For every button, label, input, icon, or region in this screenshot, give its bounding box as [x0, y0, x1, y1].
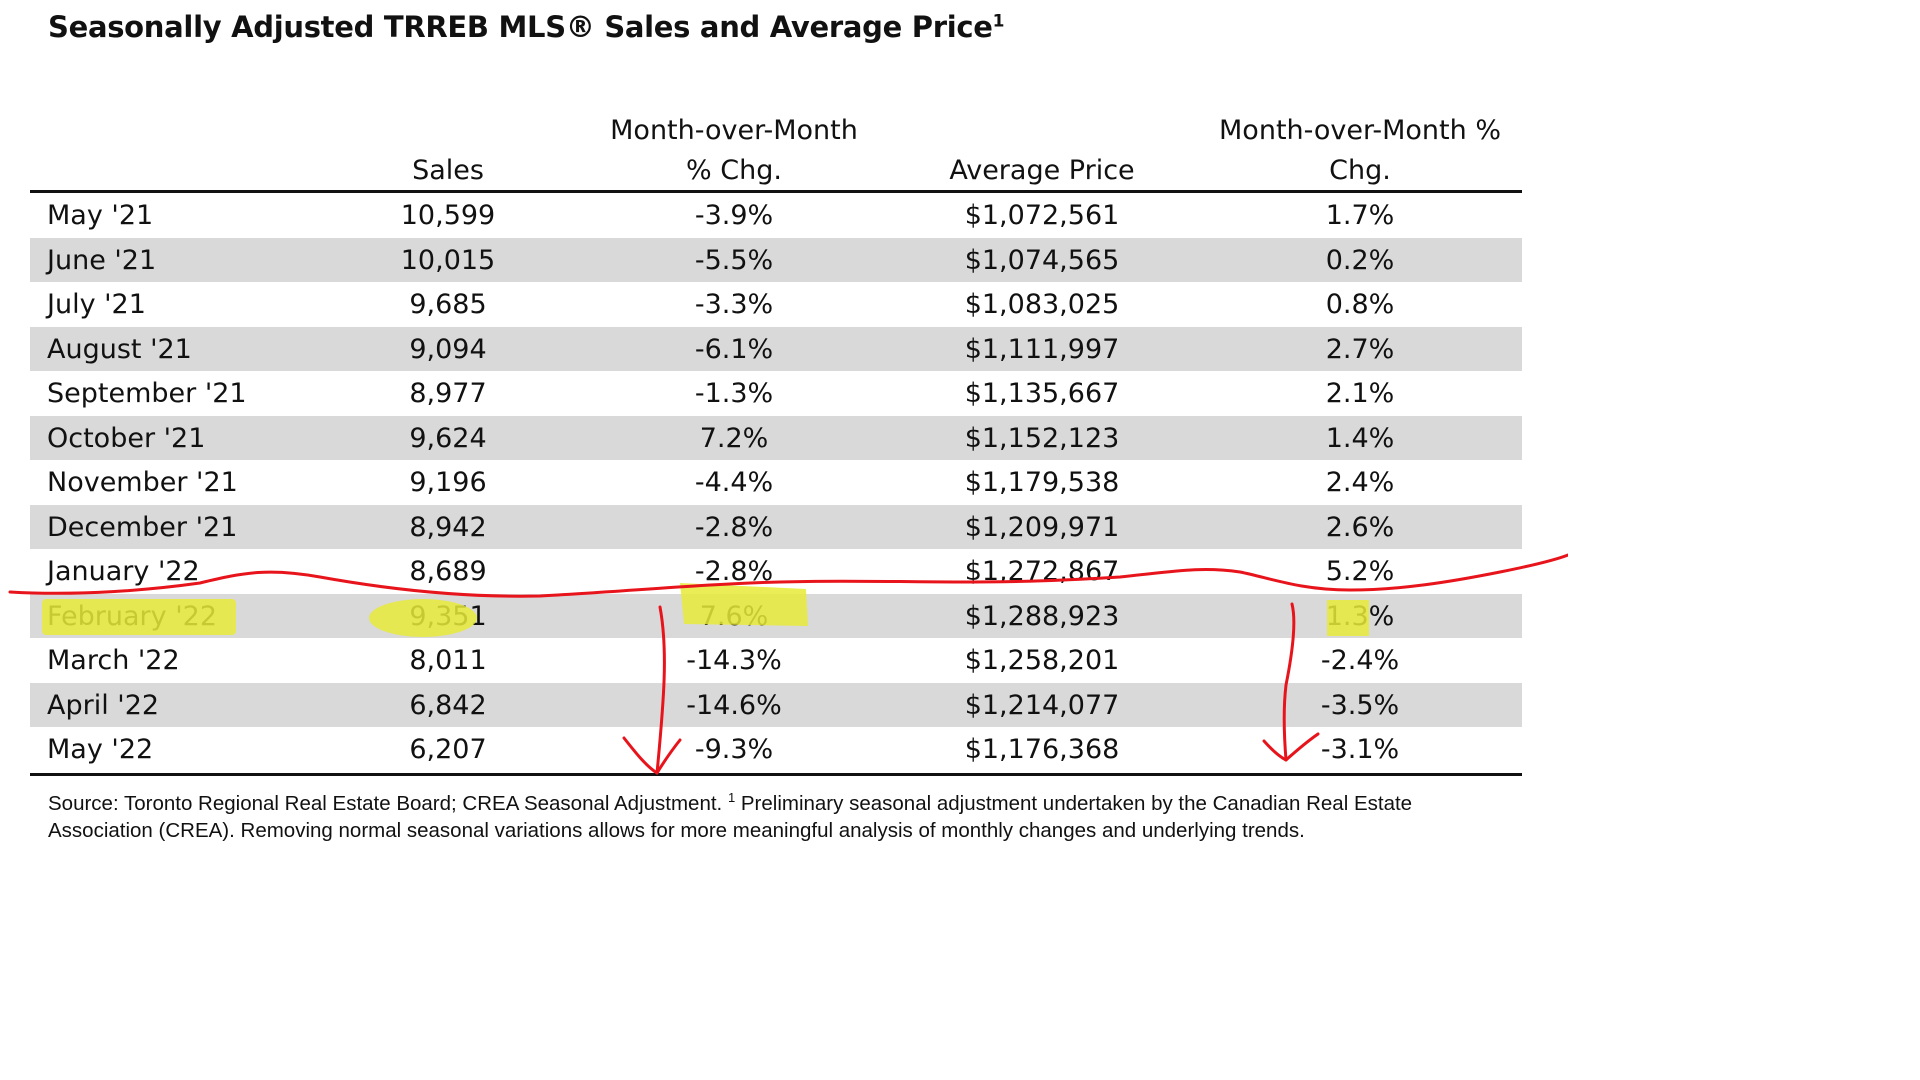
header-mom1-line1: Month-over-Month: [610, 115, 858, 146]
table-row: April '22 6,842 -14.6% $1,214,077 -3.5%: [30, 682, 1522, 727]
cell-month: December '21: [47, 511, 238, 543]
cell-sales: 10,599: [400, 200, 496, 231]
table-bottom-rule: [30, 773, 1522, 776]
table-row: August '21 9,094 -6.1% $1,111,997 2.7%: [30, 326, 1522, 371]
cell-sales: 9,685: [409, 289, 487, 320]
table-row: June '21 10,015 -5.5% $1,074,565 0.2%: [30, 237, 1522, 282]
cell-average-price: $1,258,201: [964, 645, 1120, 676]
header-mom1-line2: % Chg.: [686, 155, 782, 186]
cell-price-mom-change: 1.4%: [1325, 422, 1395, 454]
cell-sales: 8,977: [409, 378, 487, 409]
cell-price-mom-change: -3.1%: [1320, 734, 1400, 765]
cell-mom-change: -14.3%: [686, 645, 782, 676]
header-mom2-line2: Chg.: [1329, 155, 1391, 186]
cell-mom-change: -14.6%: [686, 689, 782, 721]
annotation-overlay: [8, 553, 1568, 775]
header-average-price: Average Price: [949, 155, 1135, 186]
table-row: December '21 8,942 -2.8% $1,209,971 2.6%: [30, 504, 1522, 549]
cell-month: July '21: [47, 289, 146, 320]
cell-price-mom-change: 2.4%: [1325, 467, 1395, 498]
cell-price-mom-change: 2.7%: [1325, 333, 1395, 365]
arrow-2-head: [1262, 732, 1320, 762]
table-header: Sales Month-over-Month % Chg. Average Pr…: [30, 112, 1522, 193]
cell-average-price: $1,083,025: [964, 289, 1120, 320]
cell-price-mom-change: 2.6%: [1325, 511, 1395, 543]
cell-price-mom-change: 5.2%: [1325, 556, 1395, 587]
cell-price-mom-change: 0.2%: [1325, 244, 1395, 276]
cell-average-price: $1,288,923: [964, 600, 1120, 632]
cell-month: June '21: [47, 244, 157, 276]
cell-month: April '22: [47, 689, 160, 721]
cell-sales: 6,842: [409, 689, 487, 721]
cell-price-mom-change: 2.1%: [1325, 378, 1395, 409]
highlighter-marks: [42, 583, 1369, 637]
table-row: May '22 6,207 -9.3% $1,176,368 -3.1%: [30, 727, 1522, 772]
cell-average-price: $1,179,538: [964, 467, 1120, 498]
cell-month: May '22: [47, 734, 154, 765]
highlight-sales-9351: [369, 599, 477, 637]
table-row: July '21 9,685 -3.3% $1,083,025 0.8%: [30, 282, 1522, 327]
highlight-february: [42, 599, 236, 635]
red-pen-marks: [8, 553, 1568, 775]
footnote: Source: Toronto Regional Real Estate Boa…: [48, 790, 1413, 843]
cell-average-price: $1,214,077: [964, 689, 1120, 721]
cell-average-price: $1,111,997: [964, 333, 1120, 365]
cell-month: March '22: [47, 645, 180, 676]
cell-month: January '22: [47, 556, 200, 587]
cell-sales: 9,094: [409, 333, 487, 365]
cell-mom-change: -5.5%: [694, 244, 774, 276]
cell-average-price: $1,074,565: [964, 244, 1120, 276]
cell-sales: 9,196: [409, 467, 487, 498]
highlight-mom-7-6: [680, 583, 808, 626]
cell-sales: 8,942: [409, 511, 487, 543]
cell-month: May '21: [47, 200, 154, 231]
cell-sales: 10,015: [400, 244, 496, 276]
cell-mom-change: -4.4%: [694, 467, 774, 498]
cell-month: September '21: [47, 378, 247, 409]
cell-price-mom-change: 0.8%: [1325, 289, 1395, 320]
cell-average-price: $1,209,971: [964, 511, 1120, 543]
red-underline: [8, 553, 1568, 598]
cell-mom-change: -6.1%: [694, 333, 774, 365]
page-title: Seasonally Adjusted TRREB MLS® Sales and…: [48, 10, 1005, 44]
header-mom2-line1: Month-over-Month %: [1219, 115, 1501, 146]
cell-mom-change: -9.3%: [694, 734, 774, 765]
cell-mom-change: 7.2%: [699, 422, 769, 454]
highlight-mom-1-3: [1327, 600, 1369, 636]
table-row: September '21 8,977 -1.3% $1,135,667 2.1%: [30, 371, 1522, 416]
table-row: November '21 9,196 -4.4% $1,179,538 2.4%: [30, 460, 1522, 505]
cell-average-price: $1,135,667: [964, 378, 1120, 409]
table-row: October '21 9,624 7.2% $1,152,123 1.4%: [30, 415, 1522, 460]
table-row: March '22 8,011 -14.3% $1,258,201 -2.4%: [30, 638, 1522, 683]
arrow-1-shaft: [655, 605, 666, 775]
cell-mom-change: -1.3%: [694, 378, 774, 409]
cell-sales: 6,207: [409, 734, 487, 765]
cell-mom-change: -2.8%: [694, 511, 774, 543]
cell-average-price: $1,152,123: [964, 422, 1120, 454]
cell-mom-change: -3.9%: [694, 200, 774, 231]
table-row: May '21 10,599 -3.9% $1,072,561 1.7%: [30, 193, 1522, 238]
cell-sales: 8,689: [409, 556, 487, 587]
cell-sales: 9,624: [409, 422, 487, 454]
cell-price-mom-change: -3.5%: [1320, 689, 1400, 721]
cell-average-price: $1,072,561: [964, 200, 1120, 231]
arrow-2-shaft: [1282, 602, 1296, 762]
cell-sales: 8,011: [409, 645, 487, 676]
cell-month: August '21: [47, 333, 192, 365]
cell-mom-change: -3.3%: [694, 289, 774, 320]
cell-average-price: $1,176,368: [964, 734, 1120, 765]
cell-price-mom-change: -2.4%: [1320, 645, 1400, 676]
cell-price-mom-change: 1.7%: [1325, 200, 1395, 231]
header-sales: Sales: [412, 155, 484, 186]
arrow-1-head: [622, 736, 682, 775]
cell-month: November '21: [47, 467, 238, 498]
cell-month: October '21: [47, 422, 206, 454]
